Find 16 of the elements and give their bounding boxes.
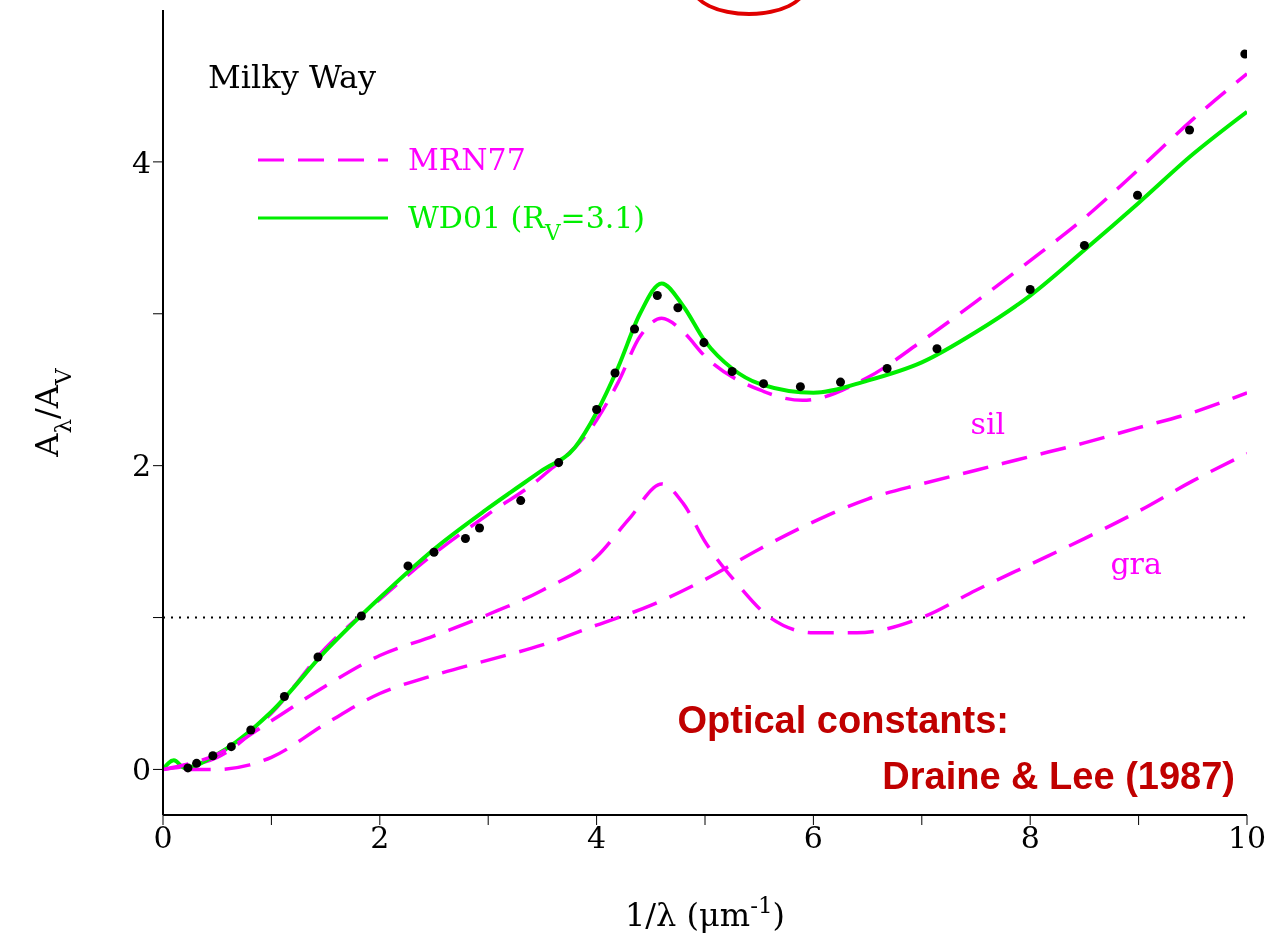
legend-label: MRN77 xyxy=(408,142,526,177)
annotation: Optical constants: Draine & Lee (1987) xyxy=(677,699,1235,797)
y-tick-label: 2 xyxy=(131,448,151,484)
x-tick-label: 0 xyxy=(153,820,173,856)
annotation: gra xyxy=(1110,545,1162,581)
legend-label: WD01 (R$_{V}$=3.1) xyxy=(408,200,646,245)
x-tick-label: 6 xyxy=(803,820,823,856)
x-tick-label: 10 xyxy=(1227,820,1267,856)
annotation: sil xyxy=(970,405,1006,441)
x-tick-label: 4 xyxy=(587,820,607,856)
y-tick-label: 4 xyxy=(131,144,151,180)
y-tick-label: 0 xyxy=(131,752,151,788)
x-tick-label: 2 xyxy=(370,820,390,856)
x-axis-title: 1/λ (μm$^{-1}$) xyxy=(624,892,786,934)
annotation: Milky Way xyxy=(208,58,377,96)
x-tick-label: 8 xyxy=(1020,820,1040,856)
